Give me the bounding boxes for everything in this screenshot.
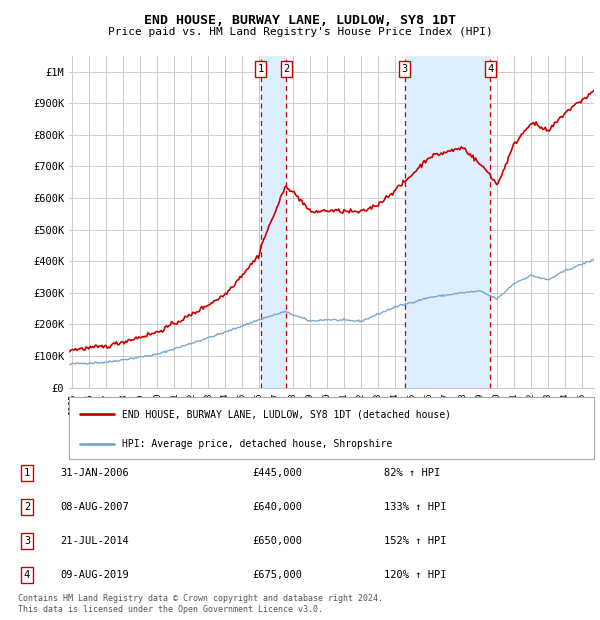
- Bar: [404, 56, 490, 388]
- Text: Contains HM Land Registry data © Crown copyright and database right 2024.: Contains HM Land Registry data © Crown c…: [18, 593, 383, 603]
- Text: 4: 4: [24, 570, 30, 580]
- Text: HPI: Average price, detached house, Shropshire: HPI: Average price, detached house, Shro…: [121, 439, 392, 449]
- Text: Price paid vs. HM Land Registry's House Price Index (HPI): Price paid vs. HM Land Registry's House …: [107, 27, 493, 37]
- Text: 4: 4: [487, 64, 493, 74]
- Text: END HOUSE, BURWAY LANE, LUDLOW, SY8 1DT (detached house): END HOUSE, BURWAY LANE, LUDLOW, SY8 1DT …: [121, 409, 451, 419]
- Text: £640,000: £640,000: [252, 502, 302, 512]
- Text: 120% ↑ HPI: 120% ↑ HPI: [384, 570, 446, 580]
- Text: £675,000: £675,000: [252, 570, 302, 580]
- Text: 1: 1: [24, 468, 30, 478]
- Text: 152% ↑ HPI: 152% ↑ HPI: [384, 536, 446, 546]
- Text: 2: 2: [283, 64, 290, 74]
- Text: 3: 3: [401, 64, 407, 74]
- Text: END HOUSE, BURWAY LANE, LUDLOW, SY8 1DT: END HOUSE, BURWAY LANE, LUDLOW, SY8 1DT: [144, 14, 456, 27]
- Text: £445,000: £445,000: [252, 468, 302, 478]
- Text: 82% ↑ HPI: 82% ↑ HPI: [384, 468, 440, 478]
- Bar: [260, 56, 286, 388]
- Text: 2: 2: [24, 502, 30, 512]
- Text: This data is licensed under the Open Government Licence v3.0.: This data is licensed under the Open Gov…: [18, 604, 323, 614]
- Text: 1: 1: [257, 64, 264, 74]
- Text: 21-JUL-2014: 21-JUL-2014: [60, 536, 129, 546]
- Text: 08-AUG-2007: 08-AUG-2007: [60, 502, 129, 512]
- Text: £650,000: £650,000: [252, 536, 302, 546]
- Text: 133% ↑ HPI: 133% ↑ HPI: [384, 502, 446, 512]
- Text: 09-AUG-2019: 09-AUG-2019: [60, 570, 129, 580]
- Text: 31-JAN-2006: 31-JAN-2006: [60, 468, 129, 478]
- Text: 3: 3: [24, 536, 30, 546]
